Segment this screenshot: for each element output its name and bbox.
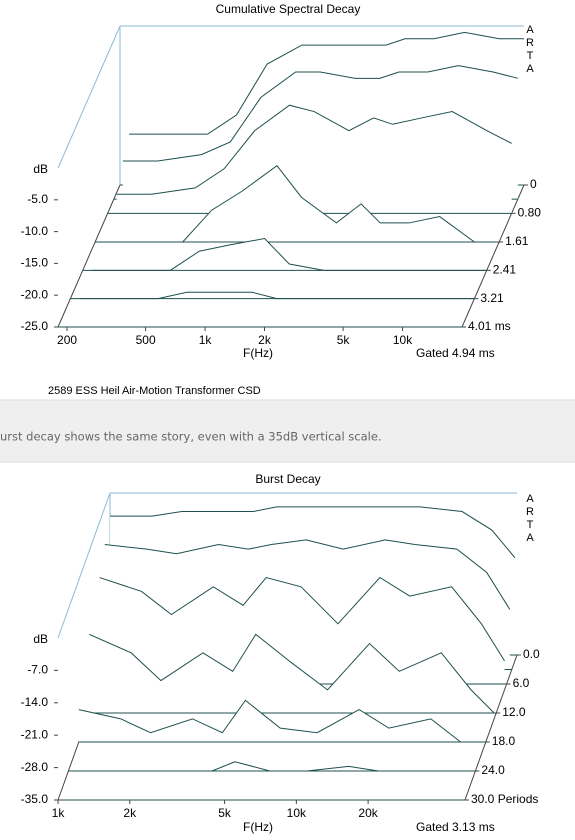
y-tick-label: -21.0 — [21, 727, 49, 741]
y-tick-label: -20.0 — [21, 287, 49, 301]
z-tick-label: 1.61 — [505, 234, 529, 248]
y-tick-label: -10.0 — [21, 224, 49, 238]
slice-line — [79, 291, 475, 300]
z-tick-label: 12.0 — [502, 705, 526, 719]
gated-note: Gated 3.13 ms — [416, 820, 495, 834]
slice-line — [122, 65, 518, 162]
frame-line — [461, 184, 525, 328]
y-axis-label: dB — [33, 162, 48, 176]
gated-note: Gated 4.94 ms — [416, 346, 495, 360]
slice-fill — [68, 761, 474, 771]
slice-line — [110, 506, 516, 559]
x-tick-label: 2k — [123, 806, 137, 820]
brand: ARTA — [524, 493, 536, 545]
y-tick-label: -35.0 — [21, 792, 49, 806]
x-tick-label: 1k — [52, 806, 66, 820]
x-tick-label: 20k — [358, 806, 378, 820]
y-tick-label: -15.0 — [21, 256, 49, 270]
y-tick-label: -7.0 — [27, 663, 48, 677]
z-tick-label: 30.0 Periods — [471, 792, 538, 806]
z-tick-label: 0.80 — [518, 206, 542, 220]
slice-line — [99, 576, 505, 662]
x-tick-label: 10k — [287, 806, 307, 820]
x-tick-label: 10k — [393, 333, 413, 347]
z-tick-label: 0.0 — [523, 647, 540, 661]
slice-line — [78, 699, 484, 743]
z-tick-label: 24.0 — [481, 763, 505, 777]
z-tick-label: 3.21 — [480, 291, 504, 305]
z-tick-label: 18.0 — [492, 734, 516, 748]
x-axis-label: F(Hz) — [243, 820, 273, 834]
slice-line — [68, 761, 474, 772]
banner-text: urst decay shows the same story, even wi… — [0, 430, 382, 444]
slice-line — [91, 238, 487, 271]
x-tick-label: 5k — [218, 806, 232, 820]
caption: 2589 ESS Heil Air-Motion Transformer CSD — [48, 385, 261, 397]
slice-line — [116, 104, 512, 195]
slice-line — [104, 165, 500, 243]
slice-line — [129, 31, 524, 135]
slice-fill — [89, 634, 495, 713]
banner — [0, 400, 575, 462]
x-axis-label: F(Hz) — [243, 346, 273, 360]
slice-fill — [78, 700, 484, 742]
brand: ARTA — [524, 24, 536, 76]
y-axis-label: dB — [33, 632, 48, 646]
x-tick-label: 500 — [136, 333, 156, 347]
chart-title: Burst Decay — [255, 472, 320, 486]
x-tick-label: 200 — [57, 333, 77, 347]
y-tick-label: -25.0 — [21, 319, 49, 333]
chart-title: Cumulative Spectral Decay — [216, 2, 361, 16]
slice-line — [104, 539, 511, 610]
z-tick-label: 6.0 — [513, 676, 530, 690]
y-tick-label: -28.0 — [21, 760, 49, 774]
x-tick-label: 5k — [337, 333, 351, 347]
slice-fill — [91, 238, 487, 271]
slice-fill — [79, 292, 475, 299]
frame-line — [57, 492, 111, 639]
z-tick-label: 4.01 ms — [468, 319, 511, 333]
frame-line — [57, 25, 121, 169]
frame-line — [464, 654, 518, 801]
y-tick-label: -14.0 — [21, 695, 49, 709]
x-tick-label: 1k — [199, 333, 213, 347]
slice-fill — [116, 105, 512, 214]
slice-line — [88, 633, 495, 714]
z-tick-label: 2.41 — [493, 263, 517, 277]
y-tick-label: -5.0 — [27, 192, 48, 206]
x-tick-label: 2k — [258, 333, 272, 347]
z-tick-label: 0 — [530, 177, 537, 191]
frame-line — [57, 184, 121, 328]
